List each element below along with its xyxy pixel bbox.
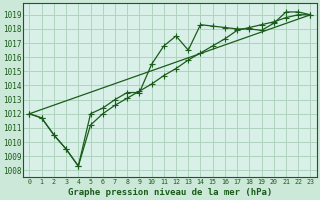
X-axis label: Graphe pression niveau de la mer (hPa): Graphe pression niveau de la mer (hPa)	[68, 188, 272, 197]
